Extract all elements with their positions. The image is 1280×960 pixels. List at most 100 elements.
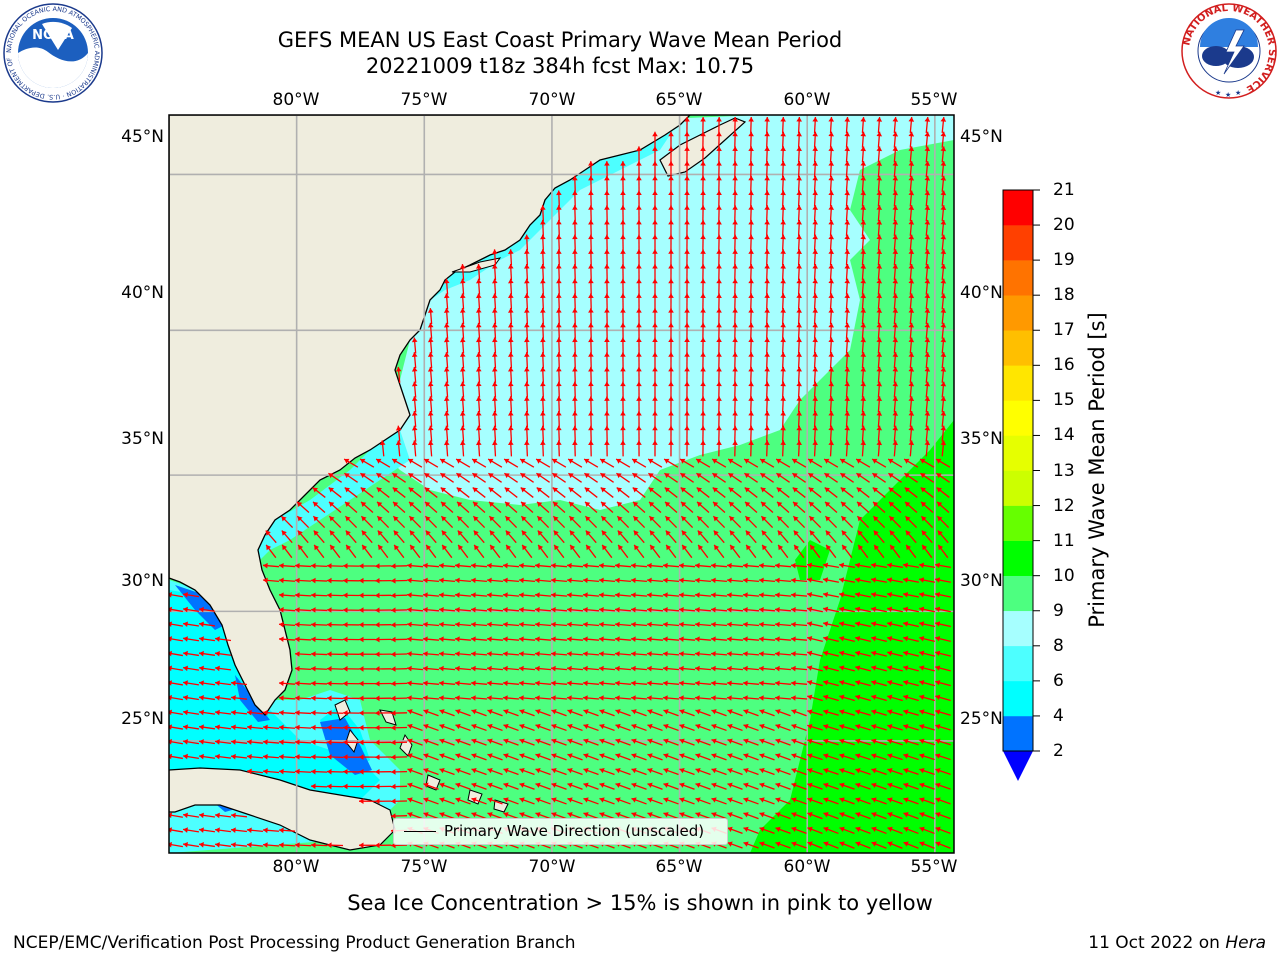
wave-direction-arrowhead — [631, 665, 636, 672]
wave-direction-arrowhead — [855, 826, 861, 832]
wave-direction-arrowhead — [856, 458, 862, 464]
wave-direction-arrowhead — [668, 131, 674, 137]
wave-direction-arrowhead — [812, 205, 818, 210]
wave-direction-arrowhead — [343, 563, 348, 569]
wave-direction-arrowhead — [712, 487, 718, 493]
wave-direction-arrowhead — [812, 322, 818, 328]
wave-direction-arrowhead — [263, 577, 268, 584]
wave-direction-arrowhead — [647, 665, 652, 672]
wave-direction-arrowhead — [620, 234, 626, 240]
wave-direction-arrowhead — [764, 366, 770, 372]
wave-direction-arrowhead — [679, 797, 685, 803]
wave-direction-arrowhead — [876, 322, 883, 328]
wave-direction-arrowhead — [263, 754, 268, 760]
wave-direction-arrowhead — [411, 337, 418, 343]
wave-direction-arrowhead — [455, 651, 460, 657]
wave-direction-arrowhead — [732, 249, 738, 254]
wave-direction-arrowhead — [535, 651, 540, 657]
wave-direction-arrowhead — [716, 381, 722, 387]
wave-direction-arrowhead — [601, 516, 607, 522]
wave-direction-arrowhead — [908, 219, 915, 225]
wave-direction-arrowhead — [423, 812, 429, 818]
wave-direction-arrowhead — [583, 797, 589, 803]
wave-direction-arrowhead — [920, 458, 926, 464]
wave-direction-arrowhead — [583, 651, 588, 657]
wave-direction-arrowhead — [924, 293, 931, 299]
wave-direction-arrowhead — [775, 592, 780, 598]
wave-direction-arrowhead — [844, 264, 851, 269]
wave-direction-arrowhead — [840, 458, 846, 464]
wave-direction-arrowhead — [263, 724, 268, 731]
wave-direction-arrowhead — [748, 131, 754, 137]
wave-direction-arrowhead — [903, 841, 909, 847]
wave-direction-arrowhead — [295, 592, 300, 598]
wave-direction-arrowhead — [535, 812, 541, 818]
wave-direction-arrowhead — [327, 665, 332, 672]
wave-direction-arrowhead — [330, 544, 336, 551]
wave-direction-arrowhead — [892, 293, 899, 299]
wave-direction-arrowhead — [567, 665, 572, 672]
wave-direction-arrowhead — [475, 440, 482, 446]
wave-direction-arrowhead — [903, 797, 909, 803]
wave-direction-arrowhead — [567, 680, 572, 687]
wave-direction-arrowhead — [652, 308, 658, 313]
wave-direction-arrowhead — [860, 322, 867, 328]
wave-direction-arrowhead — [615, 767, 621, 774]
wave-direction-arrowhead — [616, 458, 622, 464]
wave-direction-arrowhead — [311, 754, 316, 760]
wave-direction-arrowhead — [263, 739, 268, 745]
wave-direction-arrowhead — [618, 544, 624, 551]
wave-direction-arrowhead — [588, 352, 594, 357]
wave-direction-arrowhead — [876, 425, 883, 431]
wave-direction-arrowhead — [521, 516, 527, 522]
wave-direction-arrowhead — [279, 577, 284, 584]
wave-direction-arrowhead — [535, 709, 541, 715]
wave-direction-arrowhead — [935, 665, 941, 671]
colorbar-bin — [1003, 715, 1033, 752]
wave-direction-arrowhead — [231, 739, 236, 745]
wave-direction-arrowhead — [295, 563, 300, 569]
wave-direction-arrowhead — [279, 709, 284, 716]
wave-direction-arrowhead — [443, 352, 450, 357]
wave-direction-arrowhead — [567, 636, 572, 642]
wave-direction-arrowhead — [537, 501, 543, 507]
wave-direction-arrowhead — [936, 473, 942, 479]
wave-direction-arrowhead — [636, 381, 642, 387]
wave-direction-arrowhead — [679, 812, 685, 818]
wave-direction-arrowhead — [935, 724, 941, 730]
wave-direction-arrowhead — [457, 530, 463, 536]
wave-direction-arrowhead — [828, 322, 835, 328]
wave-direction-arrowhead — [599, 812, 605, 818]
wave-direction-arrowhead — [519, 738, 525, 744]
wave-direction-arrowhead — [940, 234, 947, 240]
wave-direction-arrowhead — [844, 278, 851, 284]
wave-direction-arrowhead — [780, 117, 786, 122]
wave-direction-arrowhead — [647, 738, 653, 744]
wave-direction-arrowhead — [940, 249, 947, 255]
wave-direction-arrowhead — [839, 753, 845, 759]
wave-direction-arrowhead — [828, 440, 835, 446]
wave-direction-arrowhead — [663, 797, 669, 803]
wave-direction-arrowhead — [700, 322, 706, 328]
wave-direction-arrowhead — [828, 117, 835, 122]
wave-direction-arrowhead — [459, 425, 466, 431]
wave-direction-arrowhead — [375, 636, 380, 643]
wave-direction-arrowhead — [169, 665, 173, 672]
wave-direction-arrowhead — [487, 709, 493, 715]
wave-direction-arrowhead — [427, 308, 434, 313]
wave-direction-arrowhead — [700, 411, 706, 416]
wave-direction-arrowhead — [524, 381, 530, 387]
wave-direction-arrowhead — [455, 767, 461, 774]
wave-direction-arrowhead — [439, 738, 445, 744]
wave-direction-arrowhead — [652, 396, 658, 401]
wave-direction-arrowhead — [631, 636, 636, 642]
wave-direction-arrowhead — [215, 650, 220, 657]
wave-direction-arrowhead — [519, 753, 525, 759]
wave-direction-arrowhead — [535, 782, 541, 788]
wave-direction-arrowhead — [760, 487, 766, 493]
wave-direction-arrowhead — [551, 607, 556, 613]
wave-direction-arrowhead — [940, 131, 947, 137]
wave-direction-arrowhead — [652, 219, 658, 225]
lat-label-right-30n: 30°N — [960, 571, 1003, 591]
wave-direction-arrowhead — [839, 724, 845, 730]
